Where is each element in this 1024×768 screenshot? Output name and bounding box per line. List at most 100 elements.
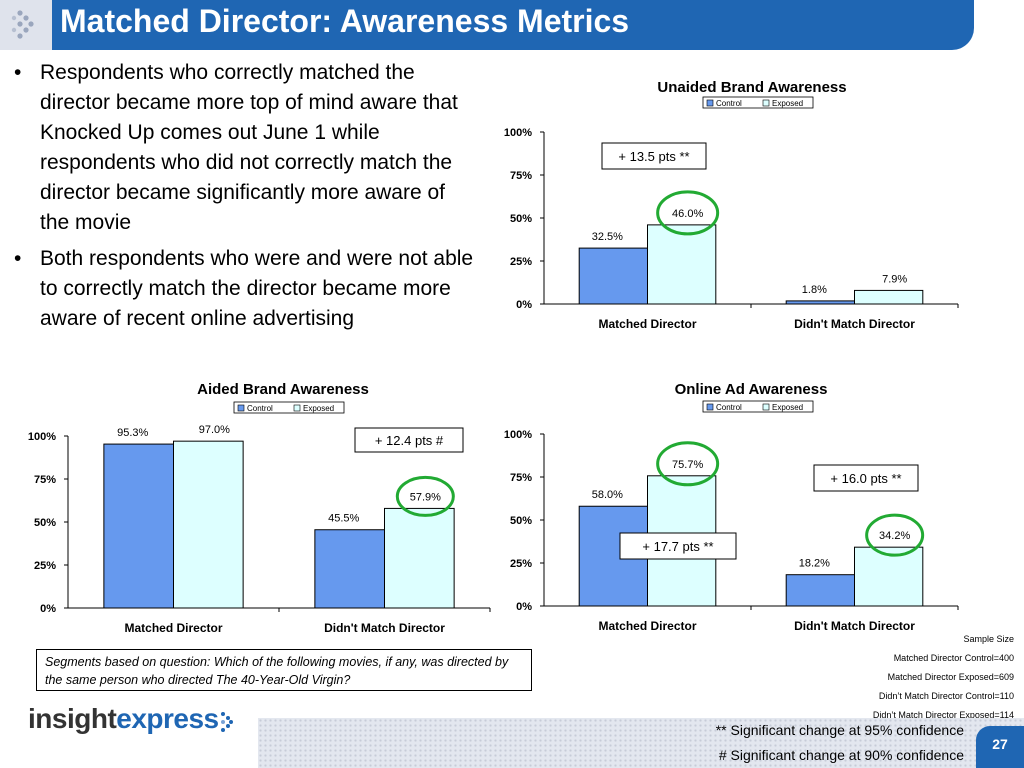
bar-exposed	[384, 507, 455, 609]
highlight-circle	[395, 475, 455, 517]
legend-box	[233, 401, 345, 414]
y-tick-label: 0%	[516, 299, 532, 311]
page-number: 27	[976, 726, 1024, 768]
aided-awareness-chart: Aided Brand Awareness Control Exposed 0% 25%…	[28, 381, 491, 635]
segment-note: Segments based on question: Which of the…	[36, 649, 532, 691]
y-tick-label: 75%	[34, 474, 56, 486]
bullet-list: • Respondents who correctly matched the d…	[14, 58, 474, 340]
data-label: 32.5%	[592, 231, 623, 243]
insightexpress-logo: insightexpress	[28, 703, 235, 735]
callout-box	[813, 464, 919, 492]
data-label: 18.2%	[799, 558, 830, 570]
legend-label: Exposed	[303, 404, 334, 413]
bullet-text: Respondents who correctly matched the di…	[40, 61, 458, 234]
highlight-circle	[656, 441, 720, 487]
legend-swatch	[237, 404, 245, 412]
bar-control	[785, 300, 855, 305]
data-label: 45.5%	[328, 513, 359, 525]
y-tick-label: 25%	[510, 256, 532, 268]
header: Matched Director: Awareness Metrics	[0, 0, 1024, 50]
data-label: 97.0%	[199, 424, 230, 436]
header-dots-icon	[0, 0, 52, 50]
legend-swatch	[706, 403, 714, 411]
y-tick-label: 100%	[28, 431, 56, 443]
legend-swatch	[706, 99, 714, 107]
chart-title: Unaided Brand Awareness	[657, 79, 846, 96]
legend-swatch	[293, 404, 301, 412]
callout-text: + 12.4 pts #	[375, 433, 444, 448]
bar-exposed	[647, 224, 717, 305]
significance-legend: ** Significant change at 95% confidence …	[686, 718, 964, 768]
sample-size-title: Sample Size	[963, 634, 1014, 644]
chart-title: Online Ad Awareness	[675, 381, 828, 398]
category-label: Matched Director	[598, 619, 696, 633]
data-label: 34.2%	[879, 530, 910, 542]
legend-label: Control	[247, 404, 273, 413]
y-tick-label: 100%	[504, 127, 532, 139]
data-label: 46.0%	[672, 208, 703, 220]
bullet-dot-icon: •	[14, 61, 22, 84]
data-label: 57.9%	[410, 491, 441, 503]
category-label: Didn't Match Director	[324, 621, 445, 635]
sample-size-line: Matched Director Control=400	[893, 653, 1014, 663]
significance-90: # Significant change at 90% confidence	[718, 747, 964, 763]
header-bar	[52, 0, 974, 50]
y-tick-label: 0%	[40, 603, 56, 615]
bar-exposed	[854, 289, 924, 305]
unaided-awareness-chart: Unaided Brand Awareness Control Exposed 0% 2…	[504, 79, 959, 331]
y-tick-label: 50%	[34, 517, 56, 529]
category-label: Didn't Match Director	[794, 619, 915, 633]
legend-label: Exposed	[772, 99, 803, 108]
highlight-circle	[865, 513, 925, 557]
data-label: 95.3%	[117, 427, 148, 439]
significance-95: ** Significant change at 95% confidence	[715, 722, 964, 738]
y-tick-label: 25%	[34, 560, 56, 572]
category-label: Matched Director	[124, 621, 222, 635]
category-label: Didn't Match Director	[794, 317, 915, 331]
legend-box	[702, 96, 814, 109]
legend-label: Control	[716, 403, 742, 412]
bar-control	[314, 529, 385, 609]
bullet-item: • Respondents who correctly matched the d…	[14, 58, 474, 238]
callout-box	[354, 427, 464, 453]
bar-control	[103, 443, 174, 609]
bar-control	[785, 574, 855, 607]
data-label: 58.0%	[592, 489, 623, 501]
y-tick-label: 75%	[510, 170, 532, 182]
callout-text: + 17.7 pts **	[642, 539, 713, 554]
legend-label: Exposed	[772, 403, 803, 412]
sample-size-line: Didn’t Match Director Control=110	[878, 691, 1014, 701]
bar-exposed	[173, 440, 244, 609]
y-tick-label: 75%	[510, 472, 532, 484]
callout-text: + 13.5 pts **	[618, 149, 689, 164]
y-tick-label: 50%	[510, 213, 532, 225]
online-ad-awareness-chart: Online Ad Awareness Control Exposed 0% 25% 50…	[504, 381, 959, 633]
sample-size-line: Matched Director Exposed=609	[887, 672, 1014, 682]
footer-band	[258, 718, 1024, 768]
bar-exposed	[854, 546, 924, 607]
legend-swatch	[762, 99, 770, 107]
chart-title: Aided Brand Awareness	[197, 381, 369, 398]
callout-box	[619, 532, 737, 560]
data-label: 1.8%	[802, 284, 827, 296]
y-tick-label: 25%	[510, 558, 532, 570]
bullet-dot-icon: •	[14, 247, 22, 270]
category-label: Matched Director	[598, 317, 696, 331]
y-tick-label: 50%	[510, 515, 532, 527]
bullet-text: Both respondents who were and were not a…	[40, 247, 474, 330]
page-title: Matched Director: Awareness Metrics	[60, 3, 630, 39]
bar-control	[578, 247, 648, 305]
callout-box	[601, 142, 707, 170]
legend-swatch	[762, 403, 770, 411]
y-tick-label: 0%	[516, 601, 532, 613]
sample-size-box: Sample Size Matched Director Control=400…	[873, 630, 1014, 725]
data-label: 75.7%	[672, 459, 703, 471]
sample-size-line: Didn’t Match Director Exposed=114	[872, 710, 1014, 720]
data-label: 7.9%	[882, 273, 907, 285]
legend-label: Control	[716, 99, 742, 108]
logo-arrow-icon	[220, 711, 233, 732]
highlight-circle	[656, 190, 720, 236]
y-tick-label: 100%	[504, 429, 532, 441]
legend-box	[702, 400, 814, 413]
callout-text: + 16.0 pts **	[830, 471, 901, 486]
